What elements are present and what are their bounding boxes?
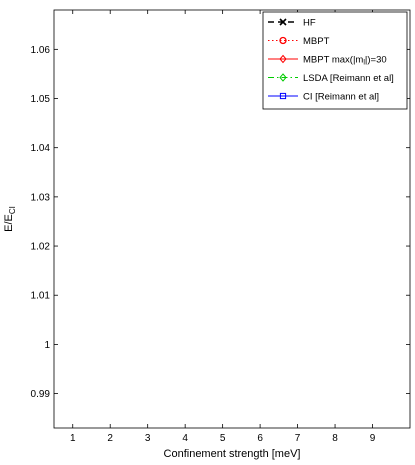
legend-label: MBPT xyxy=(303,36,330,47)
y-tick-label: 1.01 xyxy=(31,291,51,302)
x-tick-label: 5 xyxy=(220,433,226,444)
x-tick-label: 7 xyxy=(295,433,301,444)
y-tick-label: 1 xyxy=(44,340,50,351)
legend-marker xyxy=(279,36,287,45)
legend-label: HF xyxy=(303,18,316,29)
x-tick-label: 8 xyxy=(332,433,338,444)
legend-marker xyxy=(279,54,287,64)
x-tick-label: 3 xyxy=(145,433,151,444)
y-tick-label: 1.02 xyxy=(31,242,51,253)
x-tick-label: 2 xyxy=(107,433,113,444)
x-tick-label: 9 xyxy=(370,433,376,444)
y-tick-label: 1.03 xyxy=(31,192,51,203)
legend-item-mbpt30: MBPT max(|ml|)=30 xyxy=(268,55,387,67)
y-axis-label: E/ECI xyxy=(3,206,17,232)
legend-box xyxy=(262,11,408,110)
legend-marker xyxy=(279,92,287,100)
legend-item-hf: HF xyxy=(268,18,316,29)
legend-item-mbpt: MBPT xyxy=(268,36,330,47)
y-tick-label: 0.99 xyxy=(31,389,51,400)
legend-item-ci: CI [Reimann et al] xyxy=(268,92,379,103)
y-tick-label: 1.06 xyxy=(31,45,51,56)
x-axis-label: Confinement strength [meV] xyxy=(164,448,301,460)
x-tick-label: 6 xyxy=(257,433,263,444)
y-tick-label: 1.05 xyxy=(31,94,51,105)
y-axis-label-main: E/E xyxy=(3,214,15,232)
y-tick-label: 1.04 xyxy=(31,143,51,154)
y-axis-label-sub: CI xyxy=(8,206,17,214)
legend-label: LSDA [Reimann et al] xyxy=(303,73,394,84)
legend-marker xyxy=(279,73,287,82)
legend-marker xyxy=(279,18,287,26)
legend-item-lsda: LSDA [Reimann et al] xyxy=(268,73,394,84)
x-tick-label: 1 xyxy=(70,433,76,444)
legend: HF MBPT MBPT max(|ml|)=30 LSDA [Reimann et … xyxy=(262,11,408,110)
x-tick-label: 4 xyxy=(182,433,188,444)
legend-label: MBPT max(|ml|)=30 xyxy=(303,55,387,67)
legend-label: CI [Reimann et al] xyxy=(303,92,379,103)
